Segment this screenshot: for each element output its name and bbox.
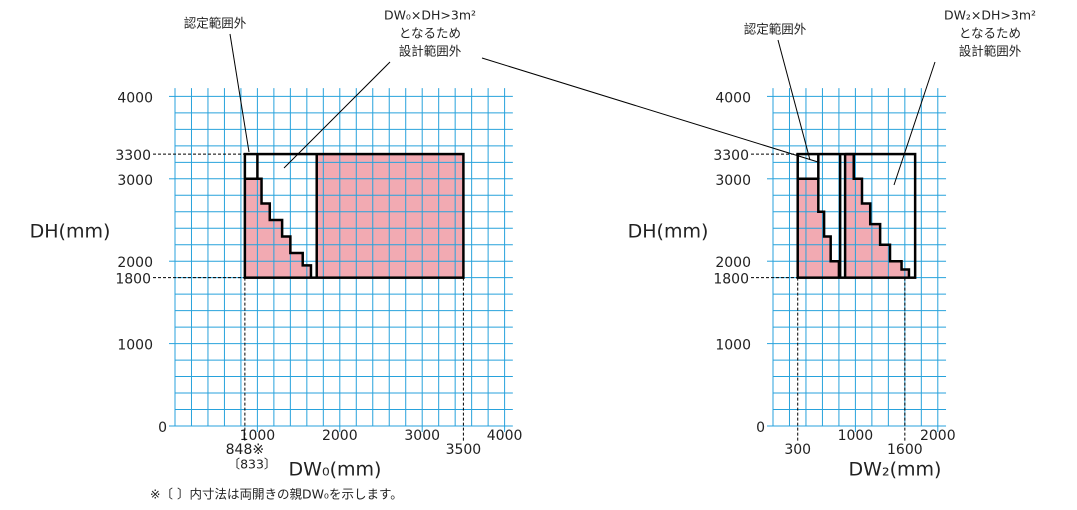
step-line xyxy=(244,177,313,278)
leaders xyxy=(229,33,936,186)
outline xyxy=(796,152,917,279)
panel: 0 1000 2000 3000 4000 1800 3300 1000 2000 300 1600 xyxy=(713,88,956,458)
x-axis-label: DW₀(mm) xyxy=(289,459,382,481)
y-axis-label: DH(mm) xyxy=(628,221,709,243)
y-tick-label: 2000 xyxy=(117,255,153,271)
x-tick-label: 3000 xyxy=(404,428,440,444)
y-tick-label: 1000 xyxy=(117,338,153,354)
y-tick-label: 3000 xyxy=(117,173,153,189)
y-tick-label: 1000 xyxy=(715,338,751,354)
label: 〔833〕 xyxy=(228,457,277,472)
y-tick-label: 3300 xyxy=(115,148,151,164)
step-line xyxy=(797,177,841,278)
x-tick-label: 2000 xyxy=(322,428,358,444)
x-tick-label: 1000 xyxy=(838,428,874,444)
y-tick-label: 3300 xyxy=(713,148,749,164)
y-tick-label: 1800 xyxy=(713,272,749,288)
x-tick-label: 4000 xyxy=(487,428,523,444)
panel: 0 1000 2000 3000 4000 1800 3300 1000 2000 3000 400… xyxy=(115,88,522,458)
y-tick-label: 1800 xyxy=(115,272,151,288)
x-axis-label: DW₂(mm) xyxy=(849,459,942,481)
x-tick-label: 300 xyxy=(784,442,811,458)
x-tick-label: 848※ xyxy=(226,442,264,458)
y-tick-label: 0 xyxy=(158,420,167,436)
label: 設計範囲外 xyxy=(399,44,462,59)
x-tick-label: 1000 xyxy=(240,428,276,444)
y-axis-label: DH(mm) xyxy=(30,221,111,243)
label: 設計範囲外 xyxy=(959,44,1022,59)
y-tick-label: 2000 xyxy=(715,255,751,271)
label: 認定範囲外 xyxy=(744,22,807,37)
label: 認定範囲外 xyxy=(184,16,247,31)
label: となるため xyxy=(959,26,1021,41)
footnote: ※〔 〕内寸法は両開きの親DW₀を示します。 xyxy=(150,487,403,502)
y-tick-label: 3000 xyxy=(715,173,751,189)
y-tick-label: 4000 xyxy=(715,90,751,106)
label: DW₀×DH>3m² xyxy=(384,8,476,23)
label: となるため xyxy=(399,26,461,41)
label: DW₂×DH>3m² xyxy=(944,8,1036,23)
outline xyxy=(243,152,465,279)
x-tick-label: 2000 xyxy=(920,428,956,444)
region xyxy=(316,154,464,278)
x-tick-label: 1600 xyxy=(887,442,923,458)
y-tick-label: 0 xyxy=(756,420,765,436)
y-tick-label: 4000 xyxy=(117,90,153,106)
x-tick-label: 3500 xyxy=(446,442,482,458)
step-line xyxy=(845,152,911,278)
